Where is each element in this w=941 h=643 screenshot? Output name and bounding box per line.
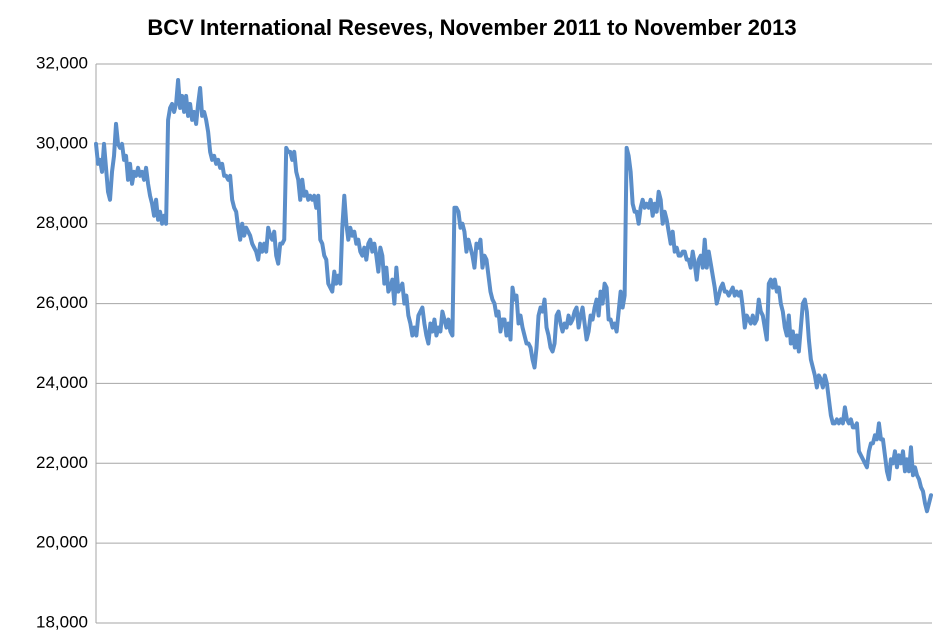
y-tick-label: 22,000 (36, 453, 88, 472)
y-tick-label: 18,000 (36, 612, 88, 631)
y-tick-label: 24,000 (36, 373, 88, 392)
y-tick-label: 30,000 (36, 133, 88, 152)
chart-title: BCV International Reseves, November 2011… (147, 15, 796, 40)
y-tick-label: 28,000 (36, 213, 88, 232)
y-tick-label: 32,000 (36, 53, 88, 72)
data-line (94, 77, 933, 514)
y-tick-label: 20,000 (36, 533, 88, 552)
y-tick-label: 26,000 (36, 293, 88, 312)
